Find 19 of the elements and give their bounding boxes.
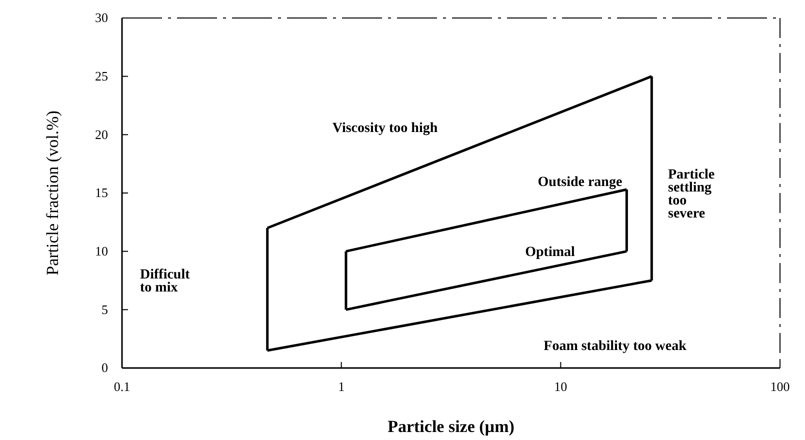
y-tick-label: 30 — [95, 10, 108, 26]
annotation: Difficult to mix — [140, 268, 190, 296]
y-tick-label: 25 — [95, 68, 108, 84]
y-axis-title: Particle fraction (vol.%) — [43, 110, 62, 276]
y-tick-label: 15 — [95, 185, 108, 200]
annotation: Outside range — [538, 175, 622, 190]
x-tick-label: 100 — [770, 379, 790, 394]
annotation: Particle settling too severe — [668, 168, 715, 222]
y-tick-label: 5 — [102, 302, 108, 317]
x-tick-label: 10 — [554, 379, 568, 394]
annotation: Optimal — [525, 245, 575, 260]
x-tick-label: 0.1 — [114, 379, 130, 394]
y-tick-label: 0 — [102, 360, 108, 376]
x-tick-label: 1 — [338, 379, 345, 394]
annotation: Viscosity too high — [332, 121, 438, 136]
x-axis-title: Particle size (µm) — [388, 417, 514, 436]
y-tick-label: 10 — [95, 243, 108, 258]
annotation: Foam stability too weak — [544, 339, 687, 354]
y-tick-label: 20 — [95, 126, 108, 142]
